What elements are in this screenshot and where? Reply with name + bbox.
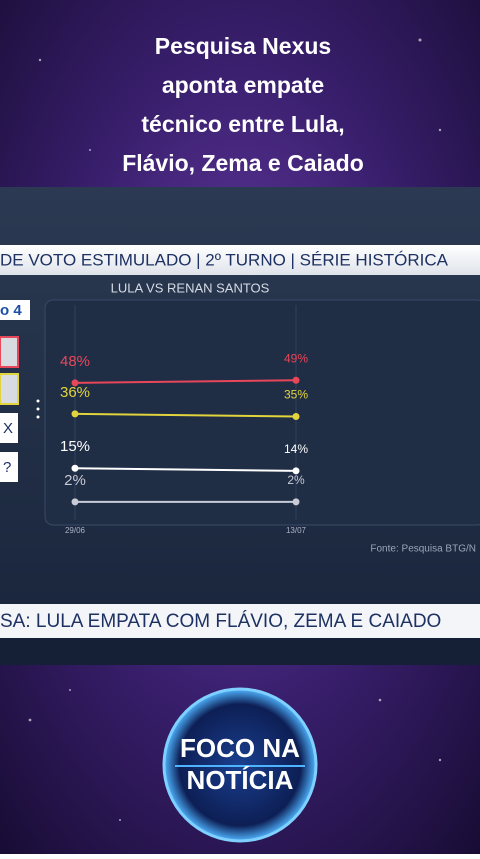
value-label: 48% [60, 353, 90, 370]
candidate-icon [0, 452, 18, 482]
icon-text: X [3, 420, 13, 437]
icon-text: ? [3, 459, 11, 476]
badge-text: o 4 [0, 302, 22, 319]
chart-title: DE VOTO ESTIMULADO | 2º TURNO | SÉRIE HI… [0, 250, 449, 269]
headline-line: técnico entre Lula, [141, 111, 344, 137]
chart: 29/06 13/07 48% 49% 36% 35% 15% 14% 2% 2% [60, 305, 308, 535]
header-bar [0, 245, 480, 275]
headline-line: Flávio, Zema e Caiado [122, 150, 364, 176]
point [71, 498, 79, 506]
headline-line: aponta empate [162, 72, 324, 98]
badge [0, 300, 30, 320]
candidate-icon [0, 336, 19, 368]
menu-dots [36, 399, 40, 419]
stars [28, 38, 442, 821]
ticker-text: SA: LULA EMPATA COM FLÁVIO, ZEMA E CAIAD… [0, 611, 441, 632]
point [71, 410, 79, 418]
point [292, 376, 300, 384]
series-line [74, 412, 297, 418]
candidate-icon [0, 373, 19, 405]
point [292, 412, 300, 420]
value-label: 36% [60, 384, 90, 401]
value-label: 2% [64, 472, 86, 489]
value-label: 14% [284, 442, 308, 456]
x-tick-label: 13/07 [286, 526, 307, 535]
plot-area [44, 299, 480, 526]
source: Fonte: Pesquisa BTG/N [370, 544, 476, 555]
chart-subtitle: LULA VS RENAN SANTOS [111, 280, 270, 295]
value-label: 35% [284, 388, 308, 402]
point [292, 467, 300, 475]
point [292, 498, 300, 506]
headline: Pesquisa Nexus aponta empate técnico ent… [122, 33, 364, 176]
series-line [74, 467, 297, 472]
ticker-base [0, 638, 480, 665]
headline-line: Pesquisa Nexus [155, 33, 331, 59]
logo-text: FOCO NA [180, 733, 300, 763]
value-label: 49% [284, 351, 308, 365]
value-label: 15% [60, 438, 90, 455]
point [71, 464, 79, 472]
x-tick-label: 29/06 [65, 526, 86, 535]
logo-text: NOTÍCIA [187, 765, 294, 795]
candidate-icon [0, 413, 18, 443]
ticker-bar [0, 604, 480, 638]
series-line [74, 379, 297, 384]
point [71, 379, 79, 387]
value-label: 2% [287, 473, 305, 487]
